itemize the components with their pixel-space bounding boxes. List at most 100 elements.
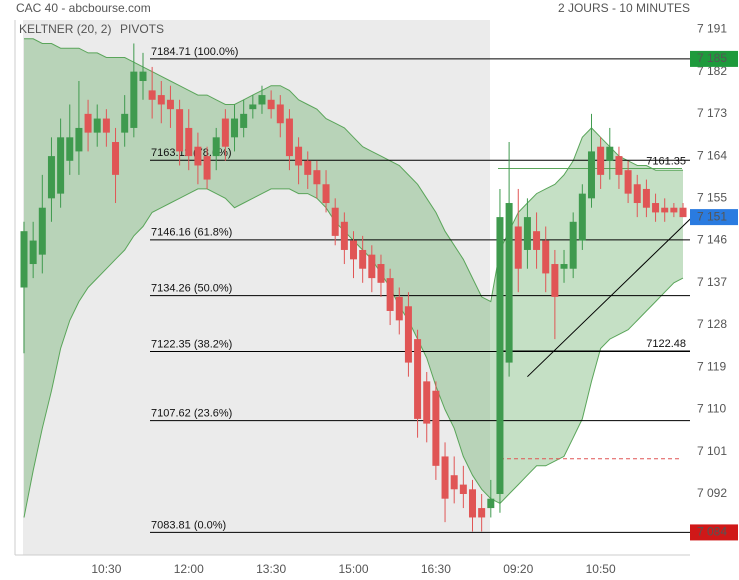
period-label: 2 JOURS - 10 MINUTES	[558, 1, 690, 15]
candle-body	[139, 71, 147, 82]
page-title: CAC 40 - abcbourse.com	[16, 1, 151, 15]
y-tick-label: 7 173	[697, 106, 727, 120]
candle-body	[652, 203, 660, 213]
candle-body	[203, 156, 211, 180]
candle-body	[231, 118, 239, 138]
candle-body	[340, 221, 348, 250]
candle-body	[478, 508, 486, 518]
y-tick-label: 7 137	[697, 275, 727, 289]
candle-body	[505, 203, 513, 363]
fib-label: 7134.26 (50.0%)	[151, 283, 232, 295]
candle-body	[533, 231, 541, 250]
legend-entry: KELTNER (20, 2)	[19, 22, 111, 36]
y-tick-label: 7 191	[697, 22, 727, 36]
candle-body	[468, 489, 476, 518]
candle-body	[459, 484, 467, 494]
candle-body	[322, 184, 330, 204]
y-tick-label: 7 164	[697, 148, 727, 162]
x-tick-label: 09:20	[503, 562, 533, 576]
candle-body	[212, 137, 220, 157]
price-tag-label: 7 185	[697, 51, 727, 65]
price-tag	[690, 209, 738, 226]
y-tick-label: 7 092	[697, 486, 727, 500]
candle-body	[121, 113, 129, 133]
candle-body	[404, 306, 412, 363]
fib-label: 7122.35 (38.2%)	[151, 338, 232, 350]
candle-body	[276, 104, 284, 124]
candle-body	[615, 156, 623, 175]
x-tick-label: 16:30	[421, 562, 451, 576]
x-tick-label: 10:30	[91, 562, 121, 576]
y-tick-label: 7 146	[697, 233, 727, 247]
candle-body	[377, 264, 385, 283]
candle-body	[185, 127, 193, 157]
x-tick-label: 10:50	[586, 562, 616, 576]
candle-body	[368, 254, 376, 279]
candle-body	[679, 207, 687, 218]
y-tick-label: 7 119	[697, 359, 726, 373]
candle-body	[395, 296, 403, 321]
candle-body	[423, 381, 431, 424]
candle-body	[157, 95, 165, 105]
x-tick-label: 13:30	[256, 562, 286, 576]
candle-body	[551, 264, 559, 297]
candle-body	[633, 184, 641, 204]
y-tick-label: 7 155	[697, 191, 727, 205]
y-tick-label: 7 110	[697, 402, 726, 416]
candle-body	[642, 188, 650, 208]
pivot-label: 7122.48	[646, 338, 686, 350]
candle-body	[176, 109, 184, 152]
candle-body	[295, 146, 303, 166]
candle-body	[112, 142, 120, 175]
candle-body	[624, 170, 632, 194]
trendline	[527, 216, 693, 378]
candle-body	[240, 113, 248, 128]
y-tick-label: 7 128	[697, 317, 727, 331]
candle-body	[249, 104, 257, 110]
candle-body	[441, 456, 449, 499]
candle-body	[148, 90, 156, 100]
y-tick-label: 7 182	[697, 64, 727, 78]
y-tick-label: 7 101	[697, 444, 727, 458]
candle-body	[166, 99, 174, 110]
candle-body	[350, 240, 358, 260]
candle-body	[84, 113, 92, 133]
candle-body	[75, 127, 83, 152]
candle-body	[606, 146, 614, 161]
session-background	[23, 20, 490, 555]
candle-body	[542, 240, 550, 274]
candle-body	[359, 249, 367, 269]
candle-body	[597, 146, 605, 175]
pivot-label: 7161.35	[646, 155, 686, 167]
candle-body	[386, 278, 394, 311]
fib-label: 7083.81 (0.0%)	[151, 519, 226, 531]
candle-body	[523, 217, 531, 250]
price-tag	[690, 524, 738, 541]
candle-body	[560, 264, 568, 269]
candle-body	[20, 231, 28, 288]
price-tag-label: 7 084	[697, 525, 727, 539]
fib-label: 7107.62 (23.6%)	[151, 408, 232, 420]
candle-body	[102, 118, 110, 133]
x-tick-label: 12:00	[174, 562, 204, 576]
candle-body	[267, 99, 275, 110]
x-tick-label: 15:00	[338, 562, 368, 576]
fib-label: 7146.16 (61.8%)	[151, 227, 232, 239]
candle-body	[578, 193, 586, 241]
candle-body	[29, 240, 37, 265]
fib-label: 7184.71 (100.0%)	[151, 46, 238, 58]
candle-body	[47, 156, 55, 199]
candle-body	[285, 118, 293, 157]
candle-body	[313, 170, 321, 185]
candle-body	[569, 221, 577, 269]
candle-body	[450, 475, 458, 490]
candle-body	[258, 95, 266, 105]
candle-body	[304, 160, 312, 175]
candle-body	[661, 207, 669, 213]
candle-body	[38, 207, 46, 255]
price-tag	[690, 50, 738, 67]
price-tag-label: 7 151	[697, 209, 727, 223]
candle-body	[496, 217, 504, 494]
legend-entry: PIVOTS	[120, 22, 164, 36]
